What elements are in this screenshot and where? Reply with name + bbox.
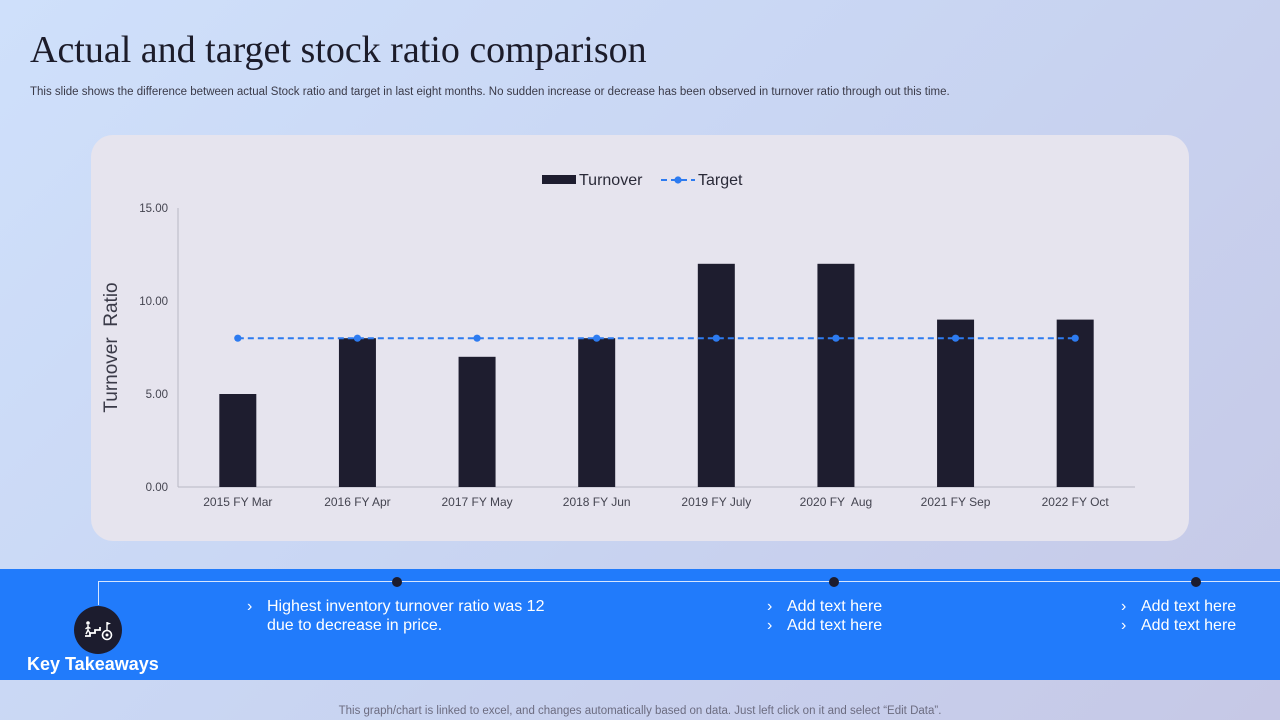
bar <box>1056 319 1094 487</box>
y-tick-label: 5.00 <box>146 389 168 401</box>
x-tick-label: 2017 FY May <box>441 495 512 509</box>
target-point <box>1071 334 1079 342</box>
key-takeaways-band: Key Takeaways › Highest inventory turnove… <box>0 569 1280 680</box>
bar <box>817 263 855 487</box>
x-tick-label: 2021 FY Sep <box>921 495 991 509</box>
takeaway-text: Add text here <box>787 598 883 615</box>
legend-marker-target <box>674 176 682 184</box>
y-tick-label: 0.00 <box>146 482 168 494</box>
target-point <box>473 334 481 342</box>
y-tick-label: 15.00 <box>139 203 168 215</box>
x-tick-label: 2019 FY July <box>681 495 751 509</box>
bar <box>458 356 496 487</box>
band-connector-drop <box>98 581 99 605</box>
band-marker <box>1191 577 1201 587</box>
target-point <box>353 334 362 342</box>
takeaway-text: Highest inventory turnover ratio was 12 … <box>267 598 545 634</box>
page-subtitle: This slide shows the difference between … <box>30 86 950 98</box>
legend-label-target: Target <box>698 172 743 189</box>
band-marker <box>392 577 402 587</box>
x-tick-label: 2018 FY Jun <box>563 495 631 509</box>
x-tick-label: 2016 FY Apr <box>324 495 391 509</box>
takeaway-column-3: › Add text here › Add text here <box>1121 598 1237 634</box>
turnover-chart: 0.00 5.00 10.00 15.00 Turnover Ratio 2015 FY … <box>101 172 1135 509</box>
target-point <box>832 334 840 342</box>
takeaway-text: Add text here <box>1141 598 1237 615</box>
band-marker <box>829 577 839 587</box>
bar <box>937 319 975 487</box>
x-tick-label: 2015 FY Mar <box>203 495 272 509</box>
footnote: This graph/chart is linked to excel, and… <box>338 705 942 717</box>
takeaway-column-1: › Highest inventory turnover ratio was 12… <box>247 597 567 635</box>
page-title: Actual and target stock ratio comparison <box>30 29 647 71</box>
legend-label-turnover: Turnover <box>579 172 643 189</box>
legend-swatch-turnover <box>542 175 576 184</box>
x-tick-label: 2020 FY Aug <box>800 495 873 509</box>
target-point <box>712 334 720 342</box>
bar <box>697 263 735 487</box>
bar <box>338 338 376 487</box>
bar <box>578 338 616 487</box>
y-tick-label: 10.00 <box>139 296 168 308</box>
bar <box>219 394 257 487</box>
y-axis-label: Turnover Ratio <box>101 282 122 412</box>
takeaway-text: Add text here <box>787 617 883 634</box>
key-takeaways-label: Key Takeaways <box>27 654 159 674</box>
target-point <box>234 334 242 342</box>
x-tick-label: 2022 FY Oct <box>1042 495 1110 509</box>
takeaway-column-2: › Add text here › Add text here <box>767 598 883 634</box>
chart-card: 0.00 5.00 10.00 15.00 Turnover Ratio 2015 FY … <box>91 135 1189 541</box>
band-connector-line <box>98 581 1280 582</box>
target-point <box>593 334 601 342</box>
stairs-goal-icon <box>74 606 122 654</box>
takeaway-text: Add text here <box>1141 617 1237 634</box>
target-point <box>951 334 960 342</box>
